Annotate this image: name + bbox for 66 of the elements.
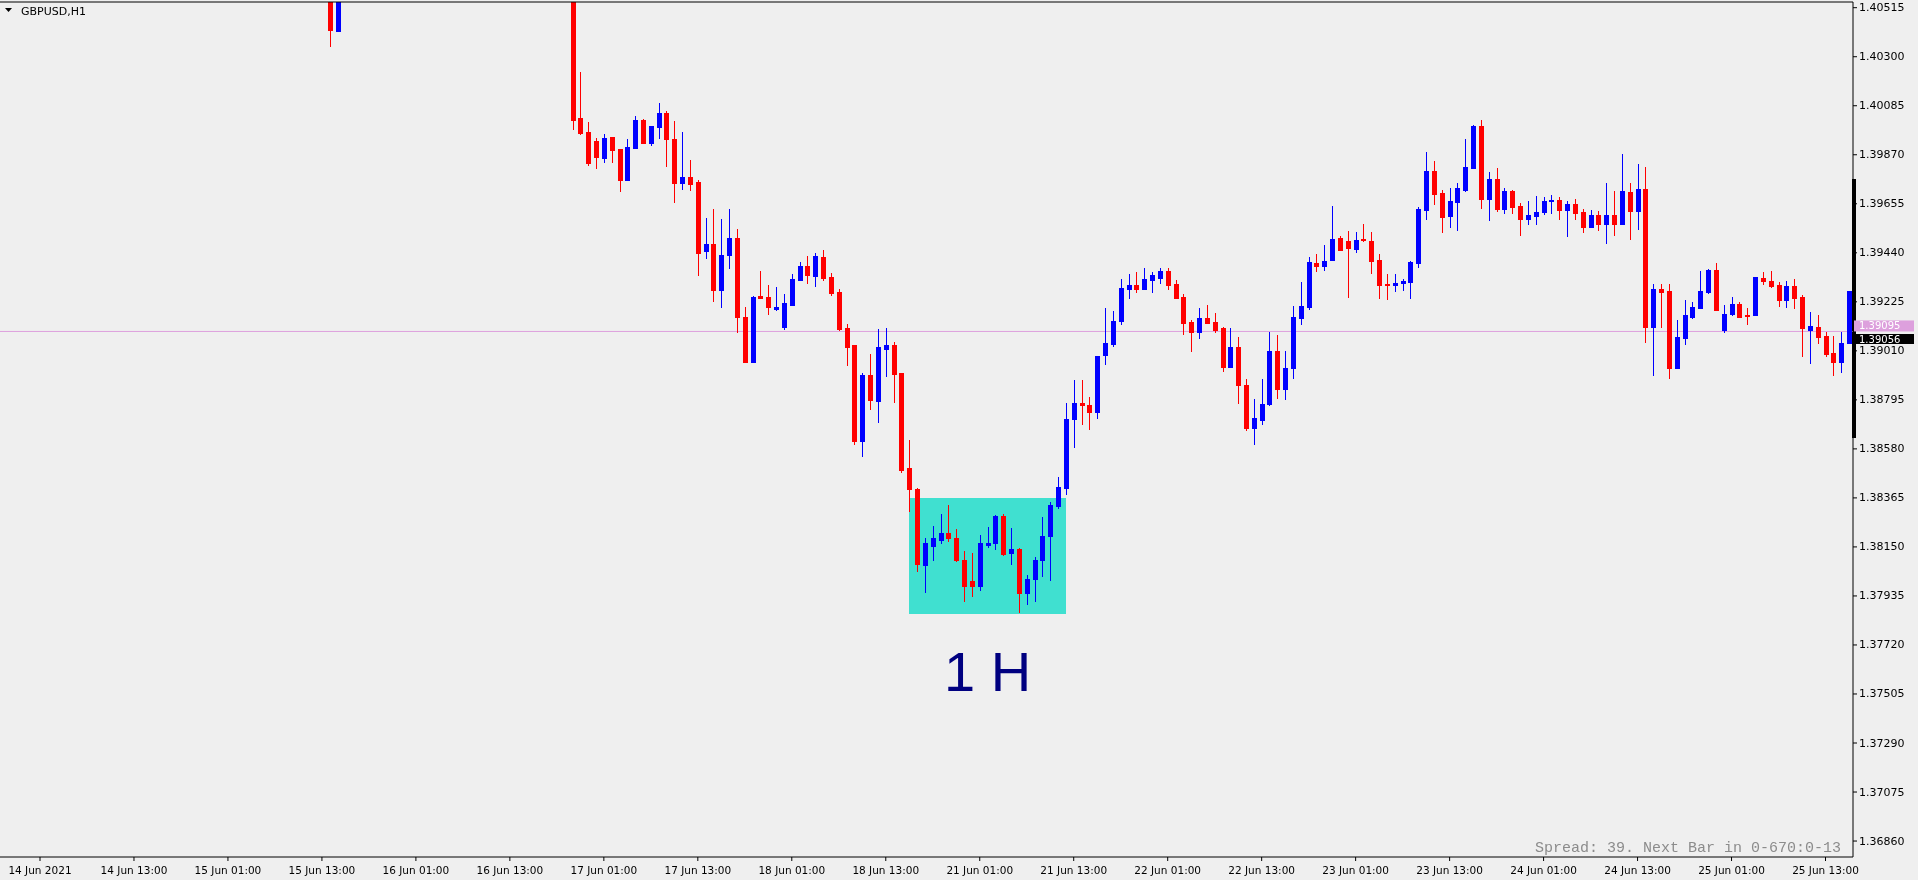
candlestick xyxy=(1534,196,1539,225)
y-tick-label: 1.37935 xyxy=(1859,589,1905,603)
x-tick-label: 14 Jun 13:00 xyxy=(100,864,168,876)
x-tick-label: 21 Jun 01:00 xyxy=(946,864,1014,876)
y-tick-label: 1.36860 xyxy=(1859,834,1905,848)
x-tick-label: 23 Jun 13:00 xyxy=(1416,864,1483,876)
y-tick-label: 1.40300 xyxy=(1859,50,1905,64)
ref-line-label: 1.39095 xyxy=(1859,320,1901,332)
candlestick xyxy=(1361,224,1366,242)
candlestick xyxy=(1385,274,1390,300)
candlestick xyxy=(1604,183,1609,244)
x-tick-label: 18 Jun 13:00 xyxy=(852,864,920,876)
annotation: Spread: 39. Next Bar in 0-670:0-13 xyxy=(1534,840,1841,857)
x-tick-label: 24 Jun 01:00 xyxy=(1510,864,1577,876)
candlestick xyxy=(680,132,685,190)
candlestick xyxy=(1080,380,1085,425)
x-tick-label: 18 Jun 01:00 xyxy=(758,864,826,876)
x-tick-label: 14 Jun 2021 xyxy=(8,864,72,876)
candlestick xyxy=(1565,201,1570,237)
annotation: 1 H xyxy=(943,640,1032,703)
y-tick-label: 1.37075 xyxy=(1859,785,1905,799)
y-tick-label: 1.37290 xyxy=(1859,736,1905,750)
x-tick-label: 25 Jun 13:00 xyxy=(1792,864,1859,876)
y-tick-label: 1.39655 xyxy=(1859,197,1905,211)
candlestick xyxy=(1346,231,1351,298)
candlestick xyxy=(1526,201,1531,225)
y-tick-label: 1.39870 xyxy=(1859,148,1905,162)
candlestick xyxy=(970,553,975,597)
y-tick-label: 1.39440 xyxy=(1859,246,1905,260)
candlestick xyxy=(1549,195,1554,214)
x-tick-label: 17 Jun 01:00 xyxy=(570,864,638,876)
x-tick-label: 23 Jun 01:00 xyxy=(1322,864,1389,876)
candlestick xyxy=(774,287,779,311)
candlestick xyxy=(946,505,951,542)
y-tick-label: 1.37720 xyxy=(1859,638,1905,652)
chart-title: GBPUSD,H1 xyxy=(21,4,86,18)
x-tick-label: 16 Jun 13:00 xyxy=(476,864,544,876)
x-tick-label: 22 Jun 13:00 xyxy=(1228,864,1296,876)
candlestick xyxy=(1745,308,1750,325)
y-tick-label: 1.39225 xyxy=(1859,295,1905,309)
candlestick xyxy=(1808,312,1813,364)
x-tick-label: 17 Jun 13:00 xyxy=(664,864,732,876)
candlestick xyxy=(1009,528,1014,565)
candlestick xyxy=(1127,274,1132,299)
x-tick-label: 15 Jun 01:00 xyxy=(194,864,262,876)
candlestick xyxy=(884,328,889,377)
y-tick-label: 1.38365 xyxy=(1859,491,1905,505)
y-tick-label: 1.38795 xyxy=(1859,393,1905,407)
y-tick-label: 1.38580 xyxy=(1859,442,1905,456)
text: 1.39056 xyxy=(1859,333,1901,345)
y-tick-label: 1.38150 xyxy=(1859,540,1905,554)
x-tick-label: 16 Jun 01:00 xyxy=(382,864,450,876)
candlestick xyxy=(1393,274,1398,292)
candlestick xyxy=(1659,284,1664,328)
candlestick xyxy=(758,271,763,299)
x-tick-label: 22 Jun 01:00 xyxy=(1134,864,1202,876)
x-tick-label: 24 Jun 13:00 xyxy=(1604,864,1671,876)
x-tick-label: 15 Jun 13:00 xyxy=(288,864,356,876)
x-tick-label: 25 Jun 01:00 xyxy=(1698,864,1765,876)
y-tick-label: 1.37505 xyxy=(1859,687,1905,701)
candlestick xyxy=(704,218,709,259)
y-tick-label: 1.39010 xyxy=(1859,344,1905,358)
y-tick-label: 1.40515 xyxy=(1859,1,1905,15)
x-tick-label: 21 Jun 13:00 xyxy=(1040,864,1108,876)
y-tick-label: 1.40085 xyxy=(1859,99,1905,113)
candlestick xyxy=(986,527,991,548)
